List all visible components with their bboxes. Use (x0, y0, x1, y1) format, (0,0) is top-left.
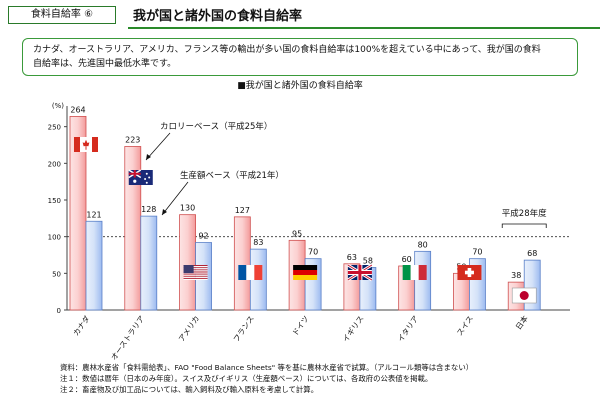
bar-calorie-label: 127 (235, 206, 250, 215)
x-category-label: カナダ (71, 313, 92, 338)
chart-title: ■我が国と諸外国の食料自給率 (237, 79, 363, 91)
bar-production-label: 70 (472, 248, 482, 257)
bar-production-label: 128 (141, 205, 156, 214)
bar-calorie-label: 63 (347, 253, 357, 262)
legend-production-arrowhead (162, 209, 167, 215)
bar-calorie (179, 214, 196, 311)
bar-calorie-label: 60 (402, 255, 412, 264)
france-flag-icon (238, 265, 263, 280)
germany-flag-icon (293, 265, 318, 280)
y-tick-label: 50 (52, 270, 61, 278)
bar-production (140, 215, 158, 311)
legend-calorie-pointer (145, 132, 171, 161)
switzerland-flag-icon (457, 265, 482, 280)
bar-calorie (69, 116, 87, 311)
note-2: 注２：畜産物及び加工品については、輸入飼料及び輸入原料を考慮して計算。 (60, 385, 319, 394)
y-tick-label: 0 (57, 307, 61, 315)
legend-calorie-arrowhead (146, 154, 151, 160)
legend-calorie: カロリーベース（平成25年） (160, 121, 272, 132)
summary-line-1: カナダ、オーストラリア、アメリカ、フランス等の輸出が多い国の食料自給率は100%… (33, 45, 541, 55)
x-category-label: オーストラリア (109, 314, 146, 362)
uk-flag-icon (347, 263, 373, 282)
bar-production-label: 92 (198, 232, 208, 241)
title-underline (128, 27, 600, 29)
bar-production-label: 70 (308, 248, 318, 257)
note-1: 注１：数値は暦年（日本のみ年度）。スイス及びイギリス（生産額ベース）については、… (60, 374, 433, 383)
bar-calorie-label: 38 (511, 271, 521, 280)
x-category-label: スイス (455, 314, 475, 337)
y-tick-label: 100 (48, 234, 61, 242)
y-axis-unit: (%) (52, 102, 64, 110)
x-category-label: イタリア (396, 314, 420, 343)
x-category-label: アメリカ (177, 314, 201, 343)
japan-bracket (501, 223, 547, 228)
usa-flag-icon (183, 265, 208, 280)
header: 食料自給率 ⑥ 我が国と諸外国の食料自給率 (0, 0, 600, 30)
bar-calorie-label: 130 (180, 204, 195, 213)
x-category-label: ドイツ (290, 314, 310, 338)
bar-calorie (233, 216, 251, 311)
y-tick-label: 200 (48, 160, 61, 168)
x-category-label: フランス (231, 314, 255, 344)
bar-production-label: 80 (418, 240, 428, 249)
food-self-sufficiency-chart: ■我が国と諸外国の食料自給率 (%) 0 50 100 150 200 250 264 121… (48, 79, 570, 362)
australia-flag-icon (128, 169, 153, 185)
bar-production-label: 58 (363, 256, 373, 265)
legend-production: 生産額ベース（平成21年） (180, 170, 284, 181)
x-category-label: 日本 (513, 313, 530, 331)
italy-flag-icon (402, 265, 427, 280)
y-tick-label: 150 (48, 197, 61, 205)
japan-flag-icon (511, 287, 537, 304)
section-tag: 食料自給率 ⑥ (8, 6, 116, 24)
x-category-label: イギリス (341, 314, 366, 344)
y-tick-label: 250 (48, 124, 61, 132)
bar-calorie-label: 95 (292, 229, 302, 238)
bar-production-label: 121 (86, 210, 101, 219)
bar-calorie-label: 223 (125, 135, 140, 144)
japan-year-note: 平成28年度 (502, 208, 547, 219)
summary-line-2: 自給率は、先進国中最低水準です。 (33, 59, 177, 69)
page-title: 我が国と諸外国の食料自給率 (133, 9, 303, 24)
legend-production-pointer (161, 181, 189, 216)
bar-calorie-label: 264 (70, 105, 85, 114)
bar-production-label: 83 (253, 238, 263, 247)
summary-box: カナダ、オーストラリア、アメリカ、フランス等の輸出が多い国の食料自給率は100%… (22, 38, 578, 76)
source-notes: 資料：農林水産省「食料需給表」、FAO "Food Balance Sheets… (60, 362, 473, 395)
canada-flag-icon (74, 137, 98, 152)
note-source: 資料：農林水産省「食料需給表」、FAO "Food Balance Sheets… (60, 363, 474, 372)
bar-production (85, 220, 103, 311)
bar-production (414, 250, 432, 311)
bar-production-label: 68 (527, 249, 537, 258)
